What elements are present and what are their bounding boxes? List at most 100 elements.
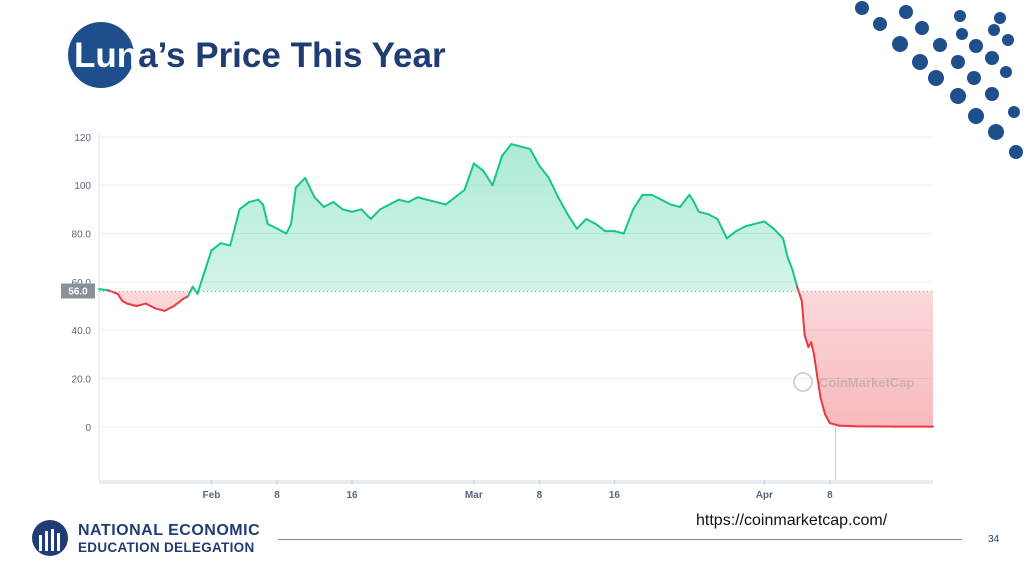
- price-line-segment: [201, 263, 208, 281]
- price-line-segment: [697, 210, 710, 216]
- decorative-dot: [928, 70, 944, 86]
- price-line-segment: [229, 208, 241, 247]
- price-line-segment: [196, 278, 204, 295]
- y-tick-label: 40.0: [72, 326, 92, 337]
- price-line-segment: [575, 218, 588, 230]
- price-line-segment: [613, 230, 625, 235]
- page-number: 34: [988, 534, 1000, 545]
- price-line-segment: [786, 256, 794, 271]
- decorative-dot: [954, 10, 966, 22]
- price-line-segment: [510, 143, 522, 148]
- slide-title: Luna’s Price This Year: [74, 36, 446, 76]
- y-tick-label: 80.0: [72, 230, 92, 241]
- decorative-dot: [985, 51, 999, 65]
- x-tick-label: Feb: [203, 490, 221, 500]
- price-line-segment: [172, 297, 185, 307]
- price-line-segment: [585, 218, 597, 225]
- area-fill-above: [99, 144, 933, 292]
- x-tick-label: 16: [609, 490, 621, 500]
- price-line-segment: [716, 218, 728, 240]
- price-line-segment: [416, 196, 428, 201]
- price-line-segment: [812, 353, 818, 375]
- baseline-badge: [61, 283, 95, 299]
- price-line-segment: [482, 169, 494, 187]
- decorative-dot: [1008, 106, 1020, 118]
- area-fill-below: [99, 291, 933, 427]
- decorative-dot: [969, 39, 983, 53]
- title-accent-circle: [68, 22, 134, 88]
- watermark-text: CoinMarketCap: [819, 375, 914, 390]
- price-line-segment: [594, 222, 607, 233]
- decorative-dot: [912, 54, 928, 70]
- price-line-segment: [290, 186, 297, 225]
- price-line-segment: [772, 227, 785, 240]
- price-line-segment: [257, 198, 264, 206]
- decorative-dot: [994, 12, 1006, 24]
- footer-divider: [278, 539, 962, 540]
- decorative-dot: [967, 71, 981, 85]
- price-line-segment: [407, 196, 419, 204]
- decorative-dots: [855, 1, 1023, 159]
- price-line-segment: [472, 162, 485, 172]
- price-line-segment: [753, 220, 766, 225]
- price-line-segment: [529, 147, 541, 167]
- price-line-segment: [425, 198, 438, 204]
- decorative-dot: [873, 17, 887, 31]
- price-line-segment: [693, 201, 700, 213]
- price-line-segment: [463, 162, 475, 191]
- decorative-dot: [915, 21, 929, 35]
- price-line-segment: [116, 292, 124, 303]
- price-line-segment: [763, 220, 775, 230]
- price-line-segment: [332, 201, 344, 211]
- price-line-segment: [678, 193, 691, 208]
- x-tick-label: Apr: [756, 490, 773, 500]
- price-line-segment: [632, 193, 644, 211]
- decorative-dot: [951, 55, 965, 69]
- price-line-segment: [744, 222, 756, 228]
- watermark: CoinMarketCap: [793, 372, 914, 392]
- price-line-segment: [397, 198, 410, 204]
- decorative-dot: [988, 124, 1004, 140]
- decorative-dot: [855, 1, 869, 15]
- y-tick-label: 20.0: [72, 375, 92, 386]
- globe-columns-icon: [32, 520, 68, 556]
- decorative-dot: [899, 5, 913, 19]
- price-line-segment: [379, 203, 391, 211]
- x-tick-label: 16: [346, 490, 358, 500]
- price-line-segment: [660, 198, 672, 206]
- source-url[interactable]: https://coinmarketcap.com/: [696, 512, 888, 529]
- price-line-segment: [369, 208, 382, 220]
- price-line-segment: [725, 230, 738, 240]
- price-line-segment: [191, 285, 199, 295]
- price-line-segment: [219, 242, 232, 247]
- price-line-segment: [538, 164, 550, 179]
- price-line-segment: [735, 225, 747, 233]
- price-line-segment: [187, 285, 194, 298]
- price-line-segment: [803, 334, 810, 349]
- decorative-dot: [956, 28, 968, 40]
- x-axis-band: [99, 480, 933, 484]
- price-line-segment: [444, 196, 457, 206]
- decorative-dot: [988, 24, 1000, 36]
- price-line-segment: [782, 237, 789, 259]
- decorative-dot: [892, 36, 908, 52]
- organization-name-line2: EDUCATION DELEGATION: [78, 540, 255, 555]
- x-tick-label: 8: [274, 490, 280, 500]
- price-line-segment: [304, 176, 316, 199]
- price-line-segment: [838, 424, 860, 428]
- price-line-segment: [810, 341, 815, 356]
- price-line-segment: [815, 372, 822, 399]
- price-line-segment: [360, 208, 372, 220]
- decorative-dot: [985, 87, 999, 101]
- price-line-segment: [276, 227, 288, 235]
- decorative-dot: [950, 88, 966, 104]
- price-line-segment: [294, 176, 307, 189]
- organization-name-line1: NATIONAL ECONOMIC: [78, 522, 261, 539]
- price-line-segment: [107, 289, 119, 295]
- price-line-segment: [791, 268, 799, 288]
- decorative-dot: [1000, 66, 1012, 78]
- price-line-segment: [205, 249, 213, 266]
- price-line-segment: [800, 300, 806, 336]
- organization-name: NATIONAL ECONOMIC EDUCATION DELEGATION: [78, 522, 260, 556]
- baseline-badge-label: 56.0: [68, 287, 88, 298]
